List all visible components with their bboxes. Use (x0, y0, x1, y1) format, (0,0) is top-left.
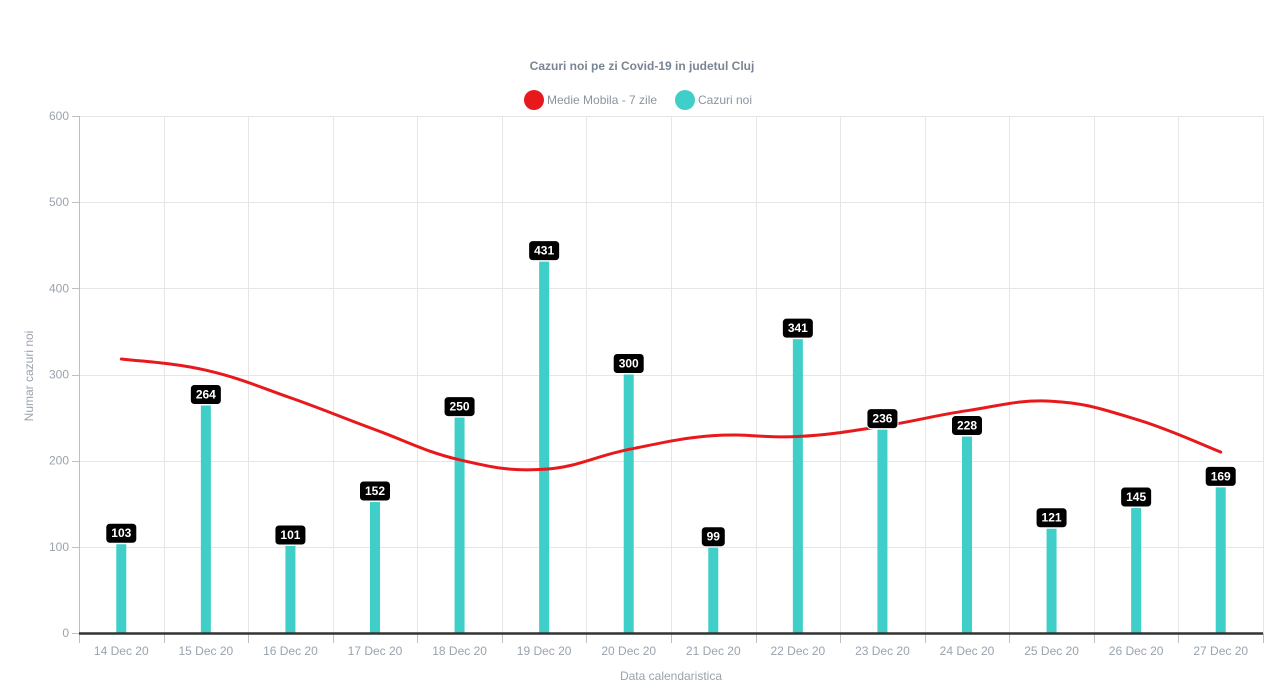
legend-label-new-cases: Cazuri noi (698, 93, 752, 107)
y-tick-label: 100 (49, 540, 69, 554)
data-label-box (443, 396, 476, 418)
x-tick-label: 26 Dec 20 (1109, 644, 1164, 658)
bar[interactable] (962, 436, 972, 633)
bar[interactable] (708, 547, 719, 633)
x-tick-label: 25 Dec 20 (1024, 644, 1079, 658)
x-tick-label: 15 Dec 20 (179, 644, 234, 658)
x-axis-title: Data calendaristica (620, 669, 722, 683)
bar[interactable] (370, 502, 380, 633)
data-label: 121 (1042, 511, 1062, 525)
legend-item-new-cases[interactable]: Cazuri noi (675, 90, 752, 110)
data-label-box (612, 353, 645, 374)
y-tick-label: 0 (62, 626, 69, 640)
x-tick-label: 20 Dec 20 (601, 644, 656, 658)
bar[interactable] (200, 405, 211, 633)
y-tick-label: 200 (49, 454, 69, 468)
data-label: 341 (788, 321, 808, 335)
moving-average-line-group (119, 357, 1223, 472)
y-tick-label: 600 (49, 109, 69, 123)
data-label: 431 (534, 244, 554, 258)
data-label: 145 (1126, 490, 1146, 504)
chart-title: Cazuri noi pe zi Covid-19 in judetul Clu… (530, 59, 755, 73)
x-tick-label: 16 Dec 20 (263, 644, 318, 658)
bar[interactable] (1215, 487, 1226, 633)
data-label: 300 (619, 357, 639, 371)
bar[interactable] (539, 261, 550, 633)
legend-marker-new-cases (675, 90, 695, 110)
bar[interactable] (116, 544, 127, 633)
data-label-box (1120, 486, 1153, 508)
x-tick-label: 18 Dec 20 (432, 644, 487, 658)
grid (79, 116, 1264, 633)
x-tick-label: 23 Dec 20 (855, 644, 910, 658)
y-tick-label: 500 (49, 195, 69, 209)
x-axis-ticks: 14 Dec 20 15 Dec 20 16 Dec 20 17 Dec 20 18 D… (79, 633, 1264, 658)
data-label-box (951, 415, 983, 437)
data-labels: 103 264 101 152 250 431 300 99 341 236 228 121 145 16… (105, 240, 1237, 548)
legend-item-moving-average[interactable]: Medie Mobila - 7 zile (524, 90, 657, 110)
data-label: 250 (450, 400, 470, 414)
bar[interactable] (454, 417, 465, 633)
bars (116, 261, 1226, 634)
data-label-box (700, 526, 726, 548)
data-label-box (781, 317, 814, 339)
data-label: 103 (111, 526, 131, 540)
x-tick-label: 14 Dec 20 (94, 644, 149, 658)
data-label: 236 (872, 412, 892, 426)
data-label: 228 (957, 419, 977, 433)
x-tick-label: 21 Dec 20 (686, 644, 741, 658)
data-label-box (866, 408, 899, 430)
x-tick-label: 24 Dec 20 (940, 644, 995, 658)
data-label-box (105, 522, 138, 544)
bar[interactable] (623, 374, 634, 634)
data-label-box (189, 384, 222, 406)
x-tick-label: 17 Dec 20 (348, 644, 403, 658)
data-label-box (274, 524, 307, 546)
bar[interactable] (1046, 528, 1057, 633)
data-label: 99 (707, 530, 721, 544)
y-axis-ticks: 0 100 200 300 400 500 600 (49, 109, 79, 640)
data-label-box (1035, 507, 1068, 529)
data-label-box (359, 480, 391, 502)
x-tick-label: 19 Dec 20 (517, 644, 572, 658)
legend-label-moving-average: Medie Mobila - 7 zile (547, 93, 657, 107)
legend-marker-moving-average (524, 90, 544, 110)
bar[interactable] (1131, 508, 1142, 633)
bar[interactable] (877, 429, 888, 633)
data-label: 264 (196, 388, 216, 402)
data-label-box (528, 240, 561, 262)
moving-average-line[interactable] (119, 357, 1223, 472)
bar[interactable] (285, 545, 296, 633)
data-label: 152 (365, 484, 385, 498)
data-label: 169 (1211, 469, 1231, 483)
y-axis-title: Numar cazuri noi (22, 331, 36, 422)
x-tick-label: 27 Dec 20 (1193, 644, 1248, 658)
y-tick-label: 300 (49, 368, 69, 382)
data-label: 101 (280, 528, 300, 542)
y-tick-label: 400 (49, 281, 69, 295)
data-label-box (1204, 465, 1237, 487)
x-tick-label: 22 Dec 20 (771, 644, 826, 658)
legend: Medie Mobila - 7 zile Cazuri noi (524, 90, 752, 110)
bar[interactable] (792, 339, 803, 633)
